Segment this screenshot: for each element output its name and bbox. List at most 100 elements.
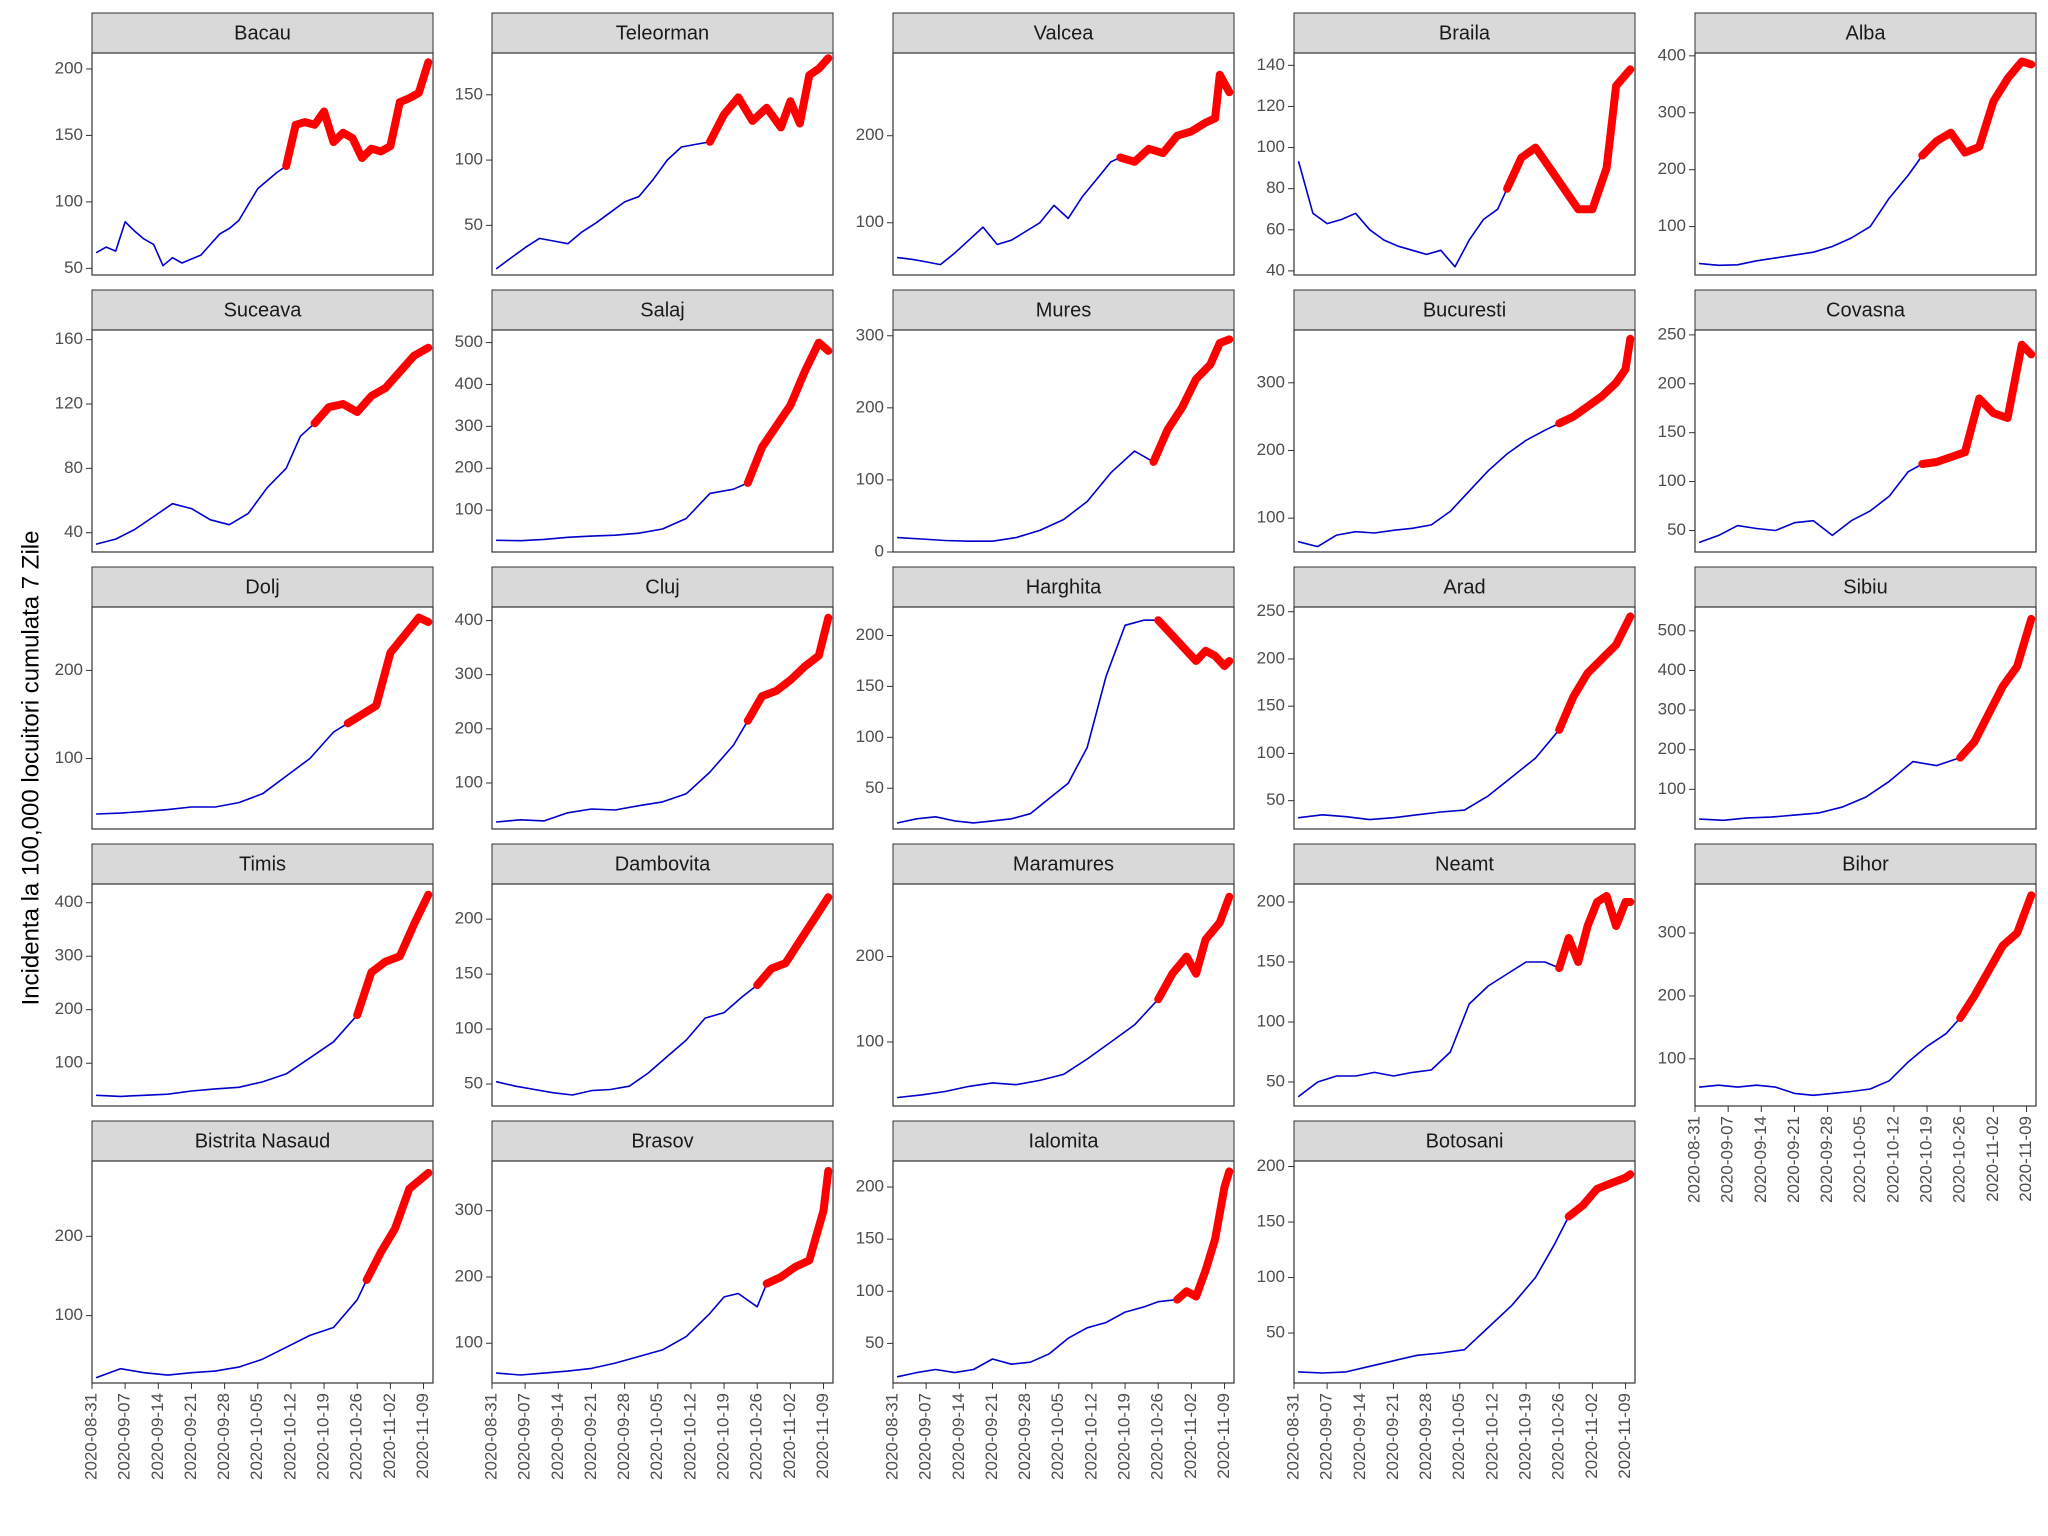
- series-line-recent: [343, 613, 433, 728]
- x-tick-label: 2020-09-28: [1817, 1116, 1836, 1203]
- series-line-recent: [1116, 70, 1234, 166]
- facet-title: Maramures: [1013, 853, 1114, 875]
- plot-area: [91, 606, 434, 830]
- y-tick-label: 200: [856, 946, 884, 965]
- x-tick-label: 2020-10-12: [280, 1393, 299, 1480]
- x-tick-label: 2020-11-02: [1181, 1393, 1200, 1479]
- facet-strip: [491, 843, 834, 885]
- panel-bacau: Bacau 50 100 150 200: [55, 12, 434, 277]
- y-tick-label: 150: [1658, 422, 1686, 441]
- y-tick-label: 80: [1266, 178, 1285, 197]
- plot-area: [1694, 883, 2037, 1107]
- y-tick-label: 200: [1257, 440, 1285, 459]
- plot-area: [91, 883, 434, 1107]
- x-tick-label: 2020-09-21: [1784, 1116, 1803, 1203]
- facet-strip: [91, 843, 434, 885]
- facet-title: Suceava: [224, 299, 303, 321]
- series-line-recent: [1555, 334, 1635, 428]
- series-line-history: [495, 719, 749, 823]
- x-tick-label: 2020-11-09: [413, 1393, 432, 1479]
- series-line-history: [95, 165, 288, 267]
- x-tick-label: 2020-10-05: [1048, 1393, 1067, 1480]
- y-tick-label: 300: [455, 664, 483, 683]
- y-tick-label: 100: [55, 748, 83, 767]
- y-tick-label: 100: [455, 500, 483, 519]
- x-tick-label: 2020-09-14: [1751, 1116, 1770, 1203]
- series-line-history: [95, 1279, 368, 1379]
- panel-sibiu: Sibiu 100 200 300 400 500: [1658, 566, 2037, 830]
- y-tick-label: 300: [455, 416, 483, 435]
- series-line-history: [95, 1014, 359, 1098]
- plot-area: [491, 52, 834, 276]
- x-tick-label: 2020-10-05: [1449, 1393, 1468, 1480]
- plot-area: [892, 329, 1235, 553]
- y-tick-label: 300: [55, 946, 83, 965]
- x-tick-label: 2020-09-07: [115, 1393, 134, 1480]
- series-line-history: [896, 619, 1159, 824]
- series-line-recent: [743, 338, 833, 487]
- series-line-recent: [705, 54, 833, 146]
- panel-teleorman: Teleorman 50 100 150: [455, 12, 834, 276]
- facet-title: Timis: [239, 853, 286, 875]
- x-tick-label: 2020-10-12: [1081, 1393, 1100, 1480]
- x-tick-label: 2020-10-19: [714, 1393, 733, 1480]
- panel-covasna: Covasna 50 100 150 200 250: [1658, 289, 2037, 553]
- y-tick-label: 150: [55, 125, 83, 144]
- x-tick-label: 2020-09-14: [1350, 1393, 1369, 1480]
- y-tick-label: 200: [856, 397, 884, 416]
- facet-title: Bacau: [234, 22, 291, 44]
- x-tick-label: 2020-10-19: [1115, 1393, 1134, 1480]
- facet-title: Salaj: [640, 299, 684, 321]
- y-tick-label: 100: [455, 1019, 483, 1038]
- panel-suceava: Suceava 40 80 120 160: [55, 289, 434, 553]
- plot-area: [892, 52, 1235, 276]
- series-line-history: [896, 1298, 1178, 1378]
- y-tick-label: 100: [1658, 1048, 1686, 1067]
- plot-area: [1694, 52, 2037, 276]
- x-tick-label: 2020-10-26: [747, 1393, 766, 1480]
- y-tick-label: 200: [856, 625, 884, 644]
- y-tick-label: 100: [455, 772, 483, 791]
- y-tick-label: 200: [455, 718, 483, 737]
- facet-title: Sibiu: [1843, 576, 1887, 598]
- x-tick-label: 2020-09-28: [614, 1393, 633, 1480]
- panel-timis: Timis 100 200 300 400: [55, 843, 434, 1107]
- series-line-recent: [1555, 612, 1635, 734]
- y-tick-label: 50: [1266, 1323, 1285, 1342]
- series-line-history: [896, 998, 1159, 1099]
- plot-area: [91, 1160, 434, 1384]
- facet-strip: [892, 843, 1235, 885]
- y-tick-label: 100: [856, 1281, 884, 1300]
- series-line-history: [1297, 961, 1560, 1098]
- x-tick-label: 2020-10-26: [1950, 1116, 1969, 1203]
- panel-salaj: Salaj 100 200 300 400 500: [455, 289, 834, 553]
- facet-strip: [1694, 566, 2037, 608]
- x-tick-label: 2020-11-09: [1214, 1393, 1233, 1479]
- y-tick-label: 100: [1257, 137, 1285, 156]
- series-line-recent: [310, 343, 433, 428]
- facet-strip: [1694, 843, 2037, 885]
- y-tick-label: 300: [1658, 102, 1686, 121]
- y-tick-label: 50: [865, 778, 884, 797]
- x-tick-label: 2020-09-07: [916, 1393, 935, 1480]
- x-tick-label: 2020-10-26: [1148, 1393, 1167, 1480]
- y-tick-label: 400: [455, 374, 483, 393]
- panel-botosani: Botosani 50 100 150 200: [1257, 1120, 1636, 1384]
- series-line-recent: [362, 1168, 433, 1284]
- plot-area: [892, 606, 1235, 830]
- y-tick-label: 150: [1257, 951, 1285, 970]
- facet-title: Alba: [1845, 22, 1886, 44]
- series-line-recent: [743, 613, 833, 725]
- plot-area: [491, 606, 834, 830]
- series-line-recent: [762, 1166, 833, 1288]
- panel-mures: Mures 0 100 200 300: [856, 289, 1235, 560]
- series-line-recent: [1555, 892, 1635, 972]
- x-tick-label: 2020-09-14: [148, 1393, 167, 1480]
- series-line-recent: [282, 58, 433, 170]
- y-tick-label: 50: [865, 1333, 884, 1352]
- x-axis-botosani: 2020-08-31 2020-09-07 2020-09-14 2020-09-21…: [1283, 1383, 1634, 1480]
- x-tick-label: 2020-09-21: [1383, 1393, 1402, 1480]
- panel-maramures: Maramures 100 200: [856, 843, 1235, 1107]
- series-line-history: [95, 422, 316, 545]
